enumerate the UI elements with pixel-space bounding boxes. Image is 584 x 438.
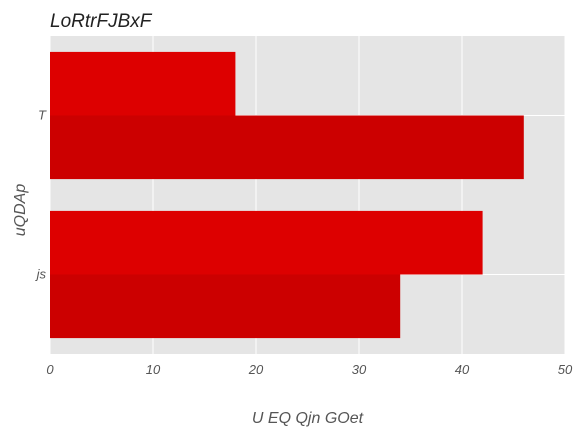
x-tick-label: 10	[146, 362, 161, 377]
bar	[50, 210, 483, 275]
y-tick-label: js	[35, 267, 47, 282]
chart-title: LoRtrFJBxF	[50, 11, 153, 32]
x-tick-label: 30	[352, 362, 367, 377]
x-tick-label: 20	[248, 362, 264, 377]
x-tick-label: 0	[46, 362, 54, 377]
bar	[50, 274, 401, 339]
y-tick-labels: Tjs	[35, 108, 47, 282]
x-tick-label: 40	[455, 362, 470, 377]
x-axis-label: U EQ Qjn GOet	[252, 410, 364, 427]
y-axis-label: uQDAp	[12, 184, 29, 237]
y-tick-label: T	[38, 108, 47, 123]
bar	[50, 51, 236, 116]
bar	[50, 115, 524, 180]
x-tick-labels: 0 10 20 30 40 50	[46, 362, 573, 377]
x-tick-label: 50	[558, 362, 573, 377]
bars-layer	[50, 51, 524, 339]
